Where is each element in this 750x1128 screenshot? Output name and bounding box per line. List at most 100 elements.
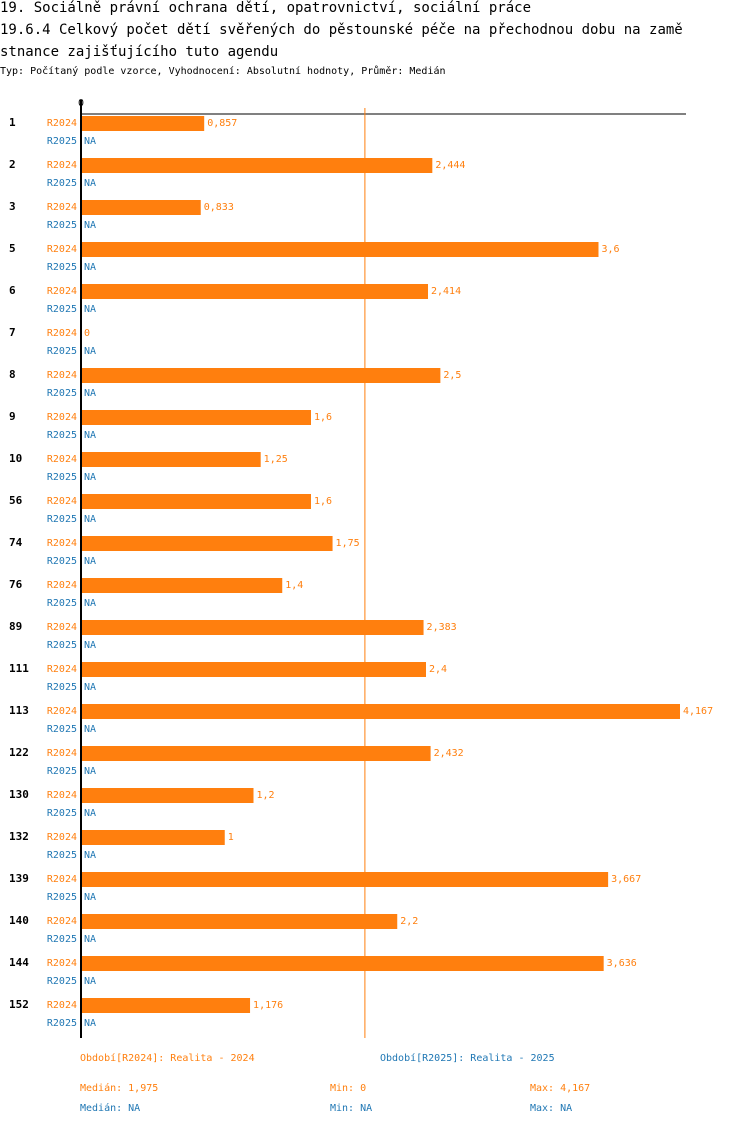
- data-label-r2025: NA: [84, 514, 96, 525]
- data-label-r2025: NA: [84, 766, 96, 777]
- min-r2024: Min: 0: [330, 1083, 367, 1094]
- bar-r2024: [81, 578, 283, 593]
- series-label-r2024: R2024: [47, 790, 77, 801]
- data-label-r2025: NA: [84, 1018, 96, 1029]
- data-label-r2024: 0,833: [204, 202, 234, 213]
- category-label: 7: [9, 326, 16, 339]
- bar-r2024: [81, 410, 311, 425]
- series-label-r2024: R2024: [47, 328, 77, 339]
- legend-r2024: Období[R2024]: Realita - 2024: [80, 1053, 255, 1064]
- data-label-r2025: NA: [84, 304, 96, 315]
- bar-r2024: [81, 368, 441, 383]
- category-label: 2: [9, 158, 16, 171]
- category-label: 5: [9, 242, 16, 255]
- series-label-r2024: R2024: [47, 874, 77, 885]
- bar-r2024: [81, 158, 433, 173]
- category-label: 74: [9, 536, 23, 549]
- data-label-r2025: NA: [84, 220, 96, 231]
- data-label-r2025: NA: [84, 976, 96, 987]
- data-label-r2024: 3,636: [607, 958, 637, 969]
- data-label-r2024: 3,667: [611, 874, 641, 885]
- series-label-r2025: R2025: [47, 388, 77, 399]
- category-label: 56: [9, 494, 23, 507]
- series-label-r2025: R2025: [47, 220, 77, 231]
- category-label: 139: [9, 872, 29, 885]
- min-r2025: Min: NA: [330, 1103, 373, 1114]
- series-label-r2024: R2024: [47, 370, 77, 381]
- series-label-r2025: R2025: [47, 766, 77, 777]
- bar-r2024: [81, 998, 251, 1013]
- data-label-r2024: 2,444: [435, 160, 465, 171]
- data-label-r2024: 1: [228, 832, 234, 843]
- series-label-r2025: R2025: [47, 724, 77, 735]
- bar-r2024: [81, 830, 225, 845]
- series-label-r2024: R2024: [47, 832, 77, 843]
- data-label-r2025: NA: [84, 682, 96, 693]
- series-label-r2025: R2025: [47, 346, 77, 357]
- category-label: 111: [9, 662, 29, 675]
- series-label-r2025: R2025: [47, 934, 77, 945]
- data-label-r2024: 2,383: [427, 622, 457, 633]
- data-label-r2024: 0: [84, 328, 90, 339]
- bar-r2024: [81, 746, 431, 761]
- legend-r2025: Období[R2025]: Realita - 2025: [380, 1053, 555, 1064]
- median-r2024: Medián: 1,975: [80, 1083, 159, 1094]
- data-label-r2025: NA: [84, 934, 96, 945]
- data-label-r2025: NA: [84, 346, 96, 357]
- data-label-r2024: 1,4: [285, 580, 303, 591]
- category-label: 132: [9, 830, 29, 843]
- series-label-r2024: R2024: [47, 454, 77, 465]
- bar-r2024: [81, 788, 254, 803]
- max-r2025: Max: NA: [530, 1103, 573, 1114]
- data-label-r2025: NA: [84, 388, 96, 399]
- series-label-r2024: R2024: [47, 580, 77, 591]
- bar-r2024: [81, 116, 205, 131]
- series-label-r2024: R2024: [47, 412, 77, 423]
- series-label-r2024: R2024: [47, 664, 77, 675]
- data-label-r2025: NA: [84, 892, 96, 903]
- bar-r2024: [81, 494, 311, 509]
- chart-title-line1: 19. Sociálně právní ochrana dětí, opatro…: [0, 0, 532, 16]
- series-label-r2024: R2024: [47, 958, 77, 969]
- category-label: 122: [9, 746, 29, 759]
- category-label: 3: [9, 200, 16, 213]
- category-label: 8: [9, 368, 16, 381]
- bar-r2024: [81, 620, 424, 635]
- category-label: 1: [9, 116, 16, 129]
- bar-r2024: [81, 872, 609, 887]
- bar-r2024: [81, 284, 429, 299]
- category-label: 140: [9, 914, 29, 927]
- category-label: 10: [9, 452, 22, 465]
- data-label-r2025: NA: [84, 808, 96, 819]
- series-label-r2024: R2024: [47, 916, 77, 927]
- data-label-r2024: 1,6: [314, 412, 332, 423]
- category-label: 89: [9, 620, 22, 633]
- bar-r2024: [81, 452, 261, 467]
- category-label: 6: [9, 284, 16, 297]
- series-label-r2025: R2025: [47, 808, 77, 819]
- category-label: 76: [9, 578, 23, 591]
- series-label-r2024: R2024: [47, 538, 77, 549]
- data-label-r2024: 2,414: [431, 286, 461, 297]
- data-label-r2025: NA: [84, 136, 96, 147]
- bar-chart: 0 1 R2024 R2025 0,857 NA 2 R2024 R2025 2,444 NA 3 R2…: [9, 98, 713, 1038]
- series-label-r2025: R2025: [47, 640, 77, 651]
- bar-r2024: [81, 536, 333, 551]
- data-label-r2024: 1,75: [336, 538, 360, 549]
- series-label-r2024: R2024: [47, 706, 77, 717]
- series-label-r2024: R2024: [47, 496, 77, 507]
- category-label: 144: [9, 956, 29, 969]
- data-label-r2024: 3,6: [601, 244, 619, 255]
- category-label: 130: [9, 788, 29, 801]
- series-label-r2025: R2025: [47, 178, 77, 189]
- series-label-r2025: R2025: [47, 472, 77, 483]
- bar-r2024: [81, 914, 398, 929]
- data-label-r2024: 1,2: [256, 790, 274, 801]
- series-label-r2025: R2025: [47, 892, 77, 903]
- series-label-r2025: R2025: [47, 598, 77, 609]
- series-label-r2025: R2025: [47, 556, 77, 567]
- series-label-r2025: R2025: [47, 976, 77, 987]
- data-label-r2025: NA: [84, 472, 96, 483]
- bar-r2024: [81, 704, 680, 719]
- series-label-r2025: R2025: [47, 682, 77, 693]
